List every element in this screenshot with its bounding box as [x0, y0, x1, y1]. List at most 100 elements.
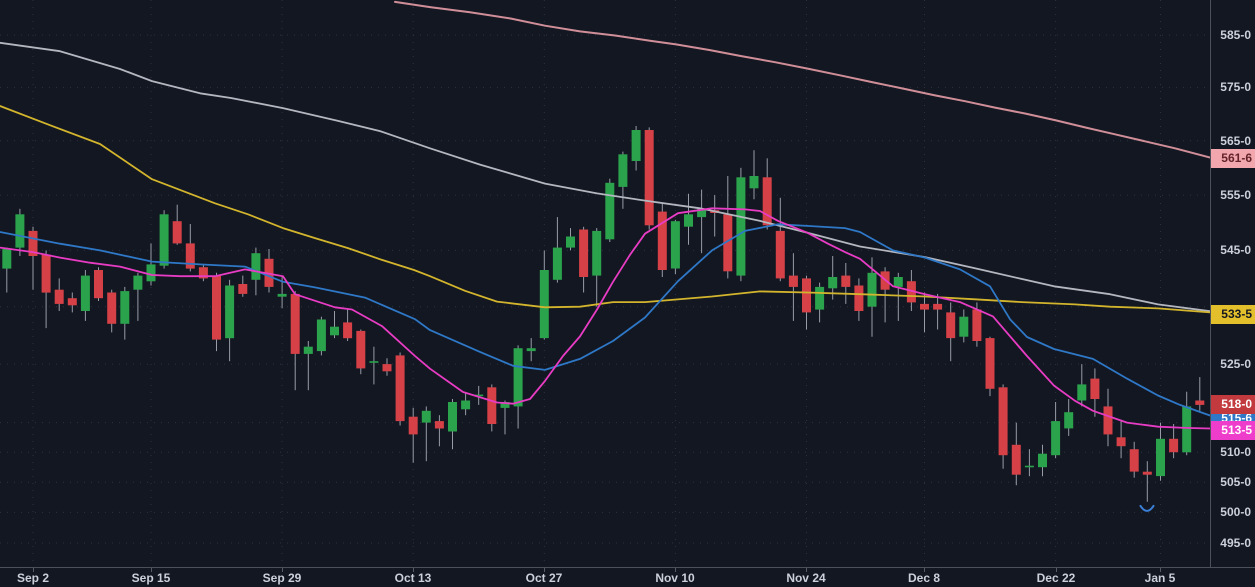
price-tick-label: 510-0 [1220, 445, 1251, 459]
candle [316, 316, 326, 356]
candle-body-down [212, 275, 221, 340]
candle-body-down [185, 243, 195, 269]
candle [684, 193, 693, 245]
time-tick-mark [413, 568, 414, 572]
candle-body-down [841, 275, 851, 287]
candle-body-up [697, 208, 707, 218]
candle-body-down [238, 284, 248, 294]
time-tick-label: Oct 13 [394, 571, 432, 585]
candle [802, 275, 811, 330]
time-tick-mark [675, 568, 676, 572]
candle [644, 127, 654, 230]
candle [28, 226, 38, 290]
candle [94, 267, 103, 301]
candle [710, 195, 720, 237]
candle [382, 358, 392, 376]
candle [1182, 391, 1192, 456]
candle [159, 210, 169, 269]
candle-body-up [1182, 406, 1192, 453]
candle [264, 249, 274, 293]
candle [1090, 368, 1100, 417]
time-tick-label: Oct 27 [525, 571, 563, 585]
candle [330, 311, 339, 339]
time-tick-mark [33, 568, 34, 572]
candle [1116, 419, 1126, 459]
candle [15, 208, 25, 256]
candle [434, 415, 444, 447]
candle-body-down [487, 387, 497, 424]
candle [80, 270, 90, 321]
price-tick-label: 505-0 [1220, 475, 1251, 489]
candle [697, 189, 707, 254]
candle [893, 272, 903, 321]
candle [1024, 449, 1034, 477]
candle [788, 253, 798, 321]
grid [0, 0, 1210, 567]
candle [526, 338, 536, 362]
candle [946, 302, 956, 362]
candle-body-down [933, 303, 943, 310]
candle [1038, 444, 1047, 477]
candle-body-up [330, 326, 339, 336]
candle-body-down [723, 214, 733, 272]
candle-body-down [28, 230, 38, 256]
time-tick-label: Dec 8 [907, 571, 941, 585]
candle-body-down [1116, 437, 1126, 447]
candle [736, 167, 746, 282]
candle [356, 329, 366, 375]
candle [513, 345, 523, 429]
candle-body-up [1024, 465, 1034, 468]
candle [749, 150, 759, 200]
candle-body-up [592, 230, 602, 276]
candle [500, 400, 510, 435]
candle [1129, 441, 1139, 478]
price-axis[interactable]: 585-0 575-0 565-0 555-0 545-0 525-0 510-0 505-0… [1210, 0, 1255, 567]
candle-body-up [867, 272, 877, 307]
price-tick-label: 500-0 [1220, 505, 1251, 519]
candle [421, 406, 431, 462]
candle [107, 289, 117, 333]
candle [198, 264, 208, 282]
candle [290, 291, 300, 391]
candle [1103, 388, 1113, 447]
candle [408, 407, 418, 463]
candle-body-up [225, 285, 235, 339]
candle [723, 176, 733, 279]
candle-body-up [605, 182, 615, 240]
candle [867, 257, 877, 337]
candle-body-up [159, 214, 169, 266]
price-tick-label: 555-0 [1220, 188, 1251, 202]
chart-surface[interactable] [0, 0, 1210, 567]
candle [395, 352, 405, 426]
candle [539, 250, 549, 340]
candle-body-down [41, 254, 51, 293]
candle-body-down [946, 312, 956, 339]
time-tick-label: Jan 5 [1144, 571, 1176, 585]
candle [212, 272, 221, 352]
candle-body-down [434, 421, 444, 429]
time-tick-mark [151, 568, 152, 572]
candle-body-down [1142, 471, 1152, 475]
candle [841, 263, 851, 304]
candle [1011, 422, 1021, 486]
candle-body-up [749, 176, 759, 189]
ma-yellow-value-label: 533-5 [1211, 305, 1255, 324]
candle-body-up [736, 177, 746, 276]
candles-layer [2, 126, 1205, 502]
ma-gray-line [0, 41, 1210, 313]
candle-body-up [461, 400, 471, 410]
candle [133, 272, 143, 321]
time-tick-label: Dec 22 [1036, 571, 1076, 585]
candle-body-down [1129, 449, 1139, 472]
price-tick-label: 565-0 [1220, 134, 1251, 148]
candle [120, 286, 130, 340]
time-tick-label: Nov 24 [786, 571, 826, 585]
candle [54, 278, 64, 311]
candle-body-down [54, 289, 64, 304]
candle-body-up [120, 291, 130, 324]
time-axis[interactable]: Sep 2 Sep 15 Sep 29 Oct 13 Oct 27 Nov 10 Nov 2… [0, 567, 1255, 587]
time-tick-label: Sep 2 [16, 571, 49, 585]
ma-rose-value-label: 561-6 [1211, 149, 1255, 168]
candle-body-down [657, 211, 667, 270]
